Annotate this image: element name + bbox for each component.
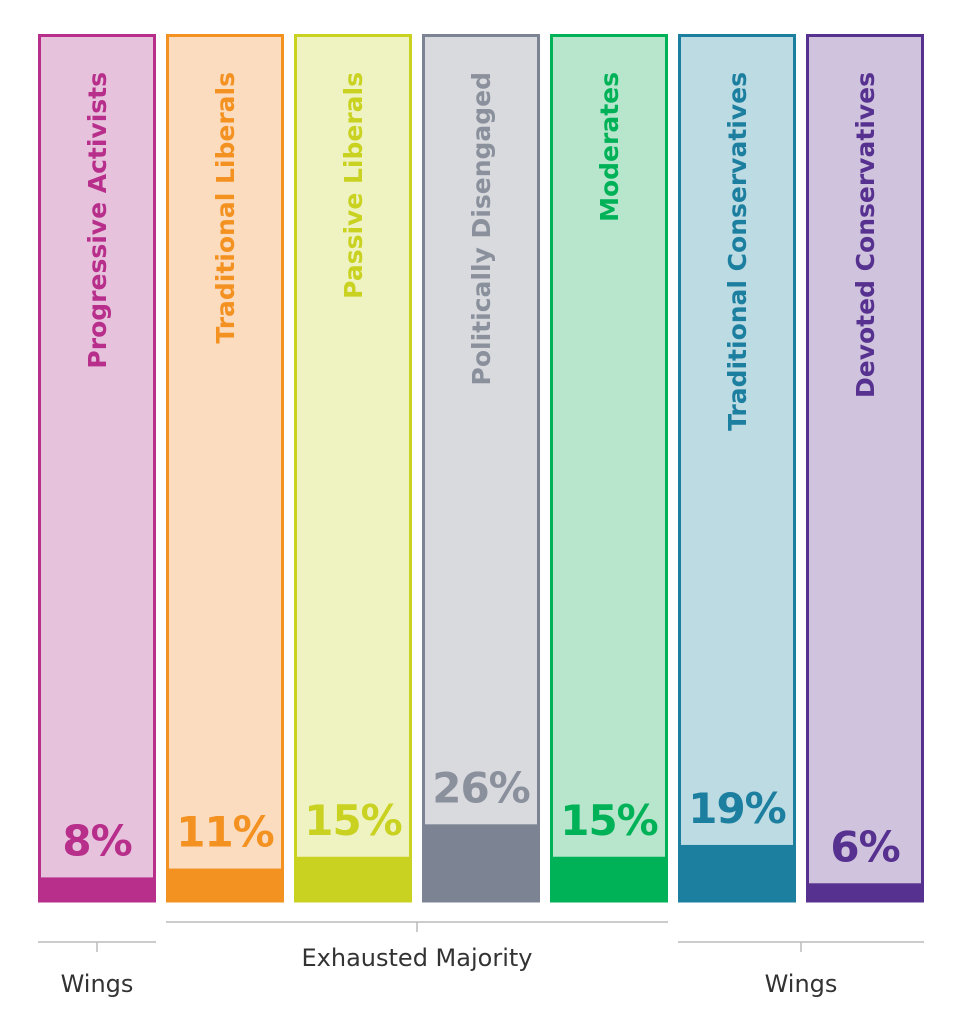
column-frame xyxy=(422,34,540,903)
group-label: Wings xyxy=(61,970,134,998)
bar xyxy=(678,844,796,901)
category-label: Traditional Conservatives xyxy=(723,72,752,431)
value-label: 8% xyxy=(62,816,131,865)
bar xyxy=(550,856,668,901)
category-label: Passive Liberals xyxy=(339,72,368,299)
group-label: Exhausted Majority xyxy=(302,944,533,972)
bar xyxy=(166,868,284,901)
column-frame xyxy=(294,34,412,903)
column-frame xyxy=(166,34,284,903)
value-label: 26% xyxy=(432,763,530,812)
bar xyxy=(38,877,156,901)
value-label: 15% xyxy=(560,796,658,845)
bar xyxy=(422,824,540,901)
category-label: Traditional Liberals xyxy=(211,72,240,344)
column-frame xyxy=(38,34,156,903)
bar xyxy=(294,856,412,901)
category-label: Devoted Conservatives xyxy=(851,72,880,398)
value-label: 15% xyxy=(304,796,402,845)
value-label: 11% xyxy=(176,808,274,857)
category-label: Politically Disengaged xyxy=(467,72,496,385)
category-label: Progressive Activists xyxy=(83,72,112,369)
value-label: 19% xyxy=(688,784,786,833)
bar xyxy=(806,883,924,901)
value-label: 6% xyxy=(830,822,899,871)
group-label: Wings xyxy=(765,970,838,998)
category-label: Moderates xyxy=(595,72,624,222)
column-frame xyxy=(678,34,796,903)
